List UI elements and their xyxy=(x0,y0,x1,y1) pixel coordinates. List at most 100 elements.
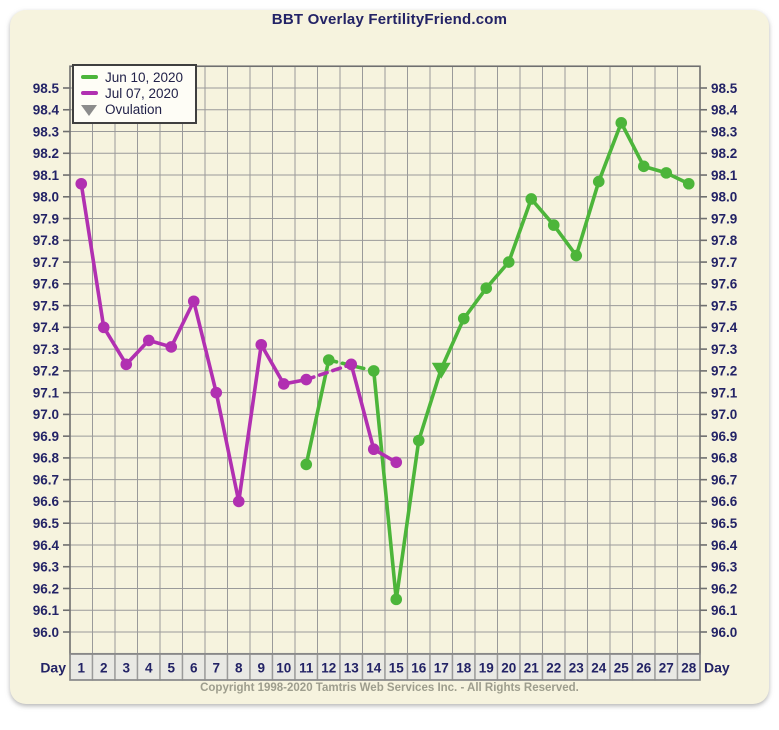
data-point[interactable] xyxy=(367,365,380,377)
data-point[interactable] xyxy=(480,282,493,294)
data-point[interactable] xyxy=(255,338,268,351)
day-number: 8 xyxy=(235,661,243,676)
y-tick-label: 96.9 xyxy=(33,429,59,444)
data-point[interactable] xyxy=(637,160,650,173)
y-tick-label: 98.5 xyxy=(33,81,60,96)
data-point[interactable] xyxy=(390,456,403,469)
data-point[interactable] xyxy=(322,354,335,366)
y-tick-label: 96.7 xyxy=(33,472,59,487)
day-number: 3 xyxy=(122,661,130,676)
day-number: 20 xyxy=(501,661,516,676)
data-point[interactable] xyxy=(75,177,88,190)
data-point[interactable] xyxy=(615,117,628,129)
day-number: 1 xyxy=(77,661,85,676)
day-number: 27 xyxy=(659,661,674,676)
y-tick-label: 97.2 xyxy=(711,364,737,379)
day-number: 6 xyxy=(190,661,198,676)
y-tick-label: 96.2 xyxy=(33,581,59,596)
data-point[interactable] xyxy=(592,175,605,188)
y-tick-label: 98.3 xyxy=(711,124,738,139)
day-number: 2 xyxy=(100,661,108,676)
y-tick-label: 96.8 xyxy=(33,451,60,466)
series-jun-10-2020 xyxy=(300,117,695,606)
y-tick-label: 97.5 xyxy=(33,298,60,313)
page-title: BBT Overlay FertilityFriend.com xyxy=(271,11,508,28)
legend-item-cycle-2[interactable]: Jul 07, 2020 xyxy=(81,85,183,101)
data-point[interactable] xyxy=(210,386,223,399)
data-point[interactable] xyxy=(390,593,403,606)
data-point[interactable] xyxy=(277,378,290,390)
data-point[interactable] xyxy=(120,358,133,371)
y-tick-label: 97.8 xyxy=(711,233,738,248)
y-tick-label: 97.0 xyxy=(711,407,737,422)
day-axis: 1 2 3 4 5 6 7 8 9 10 11 12 13 14 15 16 17 18 19 20 21 22 23 24 2… xyxy=(40,653,730,681)
y-tick-label: 97.9 xyxy=(711,211,737,226)
data-point[interactable] xyxy=(165,341,178,353)
y-tick-label: 97.4 xyxy=(711,320,738,335)
day-number: 16 xyxy=(411,661,427,676)
day-number: 13 xyxy=(344,661,360,676)
y-tick-label: 97.6 xyxy=(711,277,738,292)
data-point[interactable] xyxy=(457,312,470,325)
y-tick-label: 97.3 xyxy=(711,342,738,357)
y-tick-label: 97.1 xyxy=(33,385,60,400)
y-tick-label: 97.2 xyxy=(33,364,59,379)
data-point[interactable] xyxy=(300,458,313,471)
y-tick-label: 96.3 xyxy=(33,560,60,575)
day-number: 5 xyxy=(167,661,175,676)
y-tick-label: 96.0 xyxy=(33,625,59,640)
data-point[interactable] xyxy=(547,219,560,231)
y-tick-label: 97.1 xyxy=(711,385,738,400)
day-number: 21 xyxy=(524,661,540,676)
data-point[interactable] xyxy=(187,295,200,308)
y-tick-label: 98.2 xyxy=(711,146,737,161)
day-number: 23 xyxy=(569,661,585,676)
data-point[interactable] xyxy=(412,434,425,447)
y-tick-label: 97.7 xyxy=(711,255,737,270)
y-tick-label: 96.5 xyxy=(33,516,60,531)
y-tick-label: 96.3 xyxy=(711,560,738,575)
data-point[interactable] xyxy=(142,334,155,347)
legend-item-ovulation[interactable]: Ovulation xyxy=(81,101,183,117)
day-number: 26 xyxy=(636,661,652,676)
data-point[interactable] xyxy=(367,443,380,456)
y-tick-label: 98.4 xyxy=(33,103,60,118)
day-axis-label-left: Day xyxy=(40,660,66,676)
series-2-line-swatch-icon xyxy=(81,91,98,95)
data-point[interactable] xyxy=(97,321,110,334)
ovulation-marker[interactable] xyxy=(431,362,451,379)
legend-item-cycle-1[interactable]: Jun 10, 2020 xyxy=(81,69,183,85)
y-tick-label: 96.2 xyxy=(711,581,737,596)
data-point[interactable] xyxy=(570,249,583,262)
legend-label-ovulation: Ovulation xyxy=(105,101,163,117)
y-tick-label: 98.3 xyxy=(33,124,60,139)
y-tick-label: 98.1 xyxy=(33,168,60,183)
grid xyxy=(69,65,701,655)
data-point[interactable] xyxy=(502,256,515,268)
y-tick-label: 97.9 xyxy=(33,211,59,226)
data-point[interactable] xyxy=(232,495,245,508)
data-point[interactable] xyxy=(525,193,538,205)
legend: Jun 10, 2020 Jul 07, 2020 Ovulation xyxy=(72,64,198,124)
y-tick-label: 98.5 xyxy=(711,81,738,96)
y-tick-label: 96.8 xyxy=(711,451,738,466)
day-number: 7 xyxy=(212,661,220,676)
legend-label-cycle-2: Jul 07, 2020 xyxy=(105,85,179,101)
data-point[interactable] xyxy=(660,167,673,179)
y-tick-label: 97.8 xyxy=(33,233,60,248)
data-point[interactable] xyxy=(682,177,695,190)
data-point[interactable] xyxy=(300,373,313,386)
y-tick-label: 96.1 xyxy=(711,603,738,618)
y-tick-label: 98.0 xyxy=(33,190,59,205)
data-point[interactable] xyxy=(345,358,358,371)
day-number: 17 xyxy=(434,661,449,676)
day-number: 9 xyxy=(257,661,265,676)
day-number: 28 xyxy=(681,661,697,676)
y-tick-label: 96.4 xyxy=(711,538,738,553)
series-1-line-swatch-icon xyxy=(81,75,98,79)
day-number: 24 xyxy=(591,661,607,676)
y-tick-label: 97.7 xyxy=(33,255,59,270)
legend-label-cycle-1: Jun 10, 2020 xyxy=(105,69,184,85)
